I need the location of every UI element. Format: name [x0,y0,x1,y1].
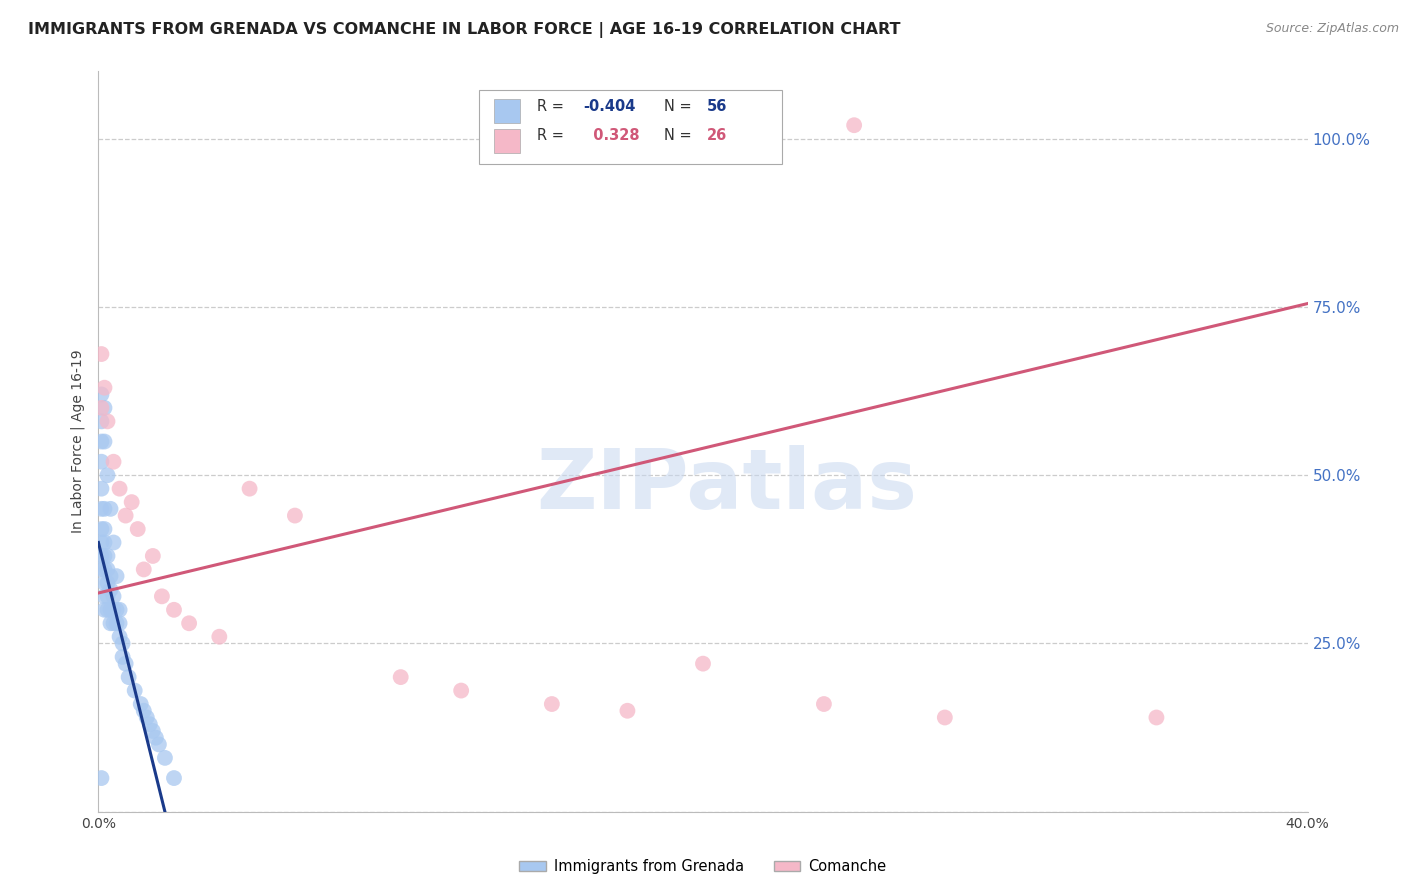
Point [813,697,835,711]
Point [139,717,162,731]
Point [124,683,146,698]
Point [96,414,118,428]
Point [90,535,112,549]
Point [111,636,134,650]
Point [108,630,131,644]
Point [93,535,115,549]
Point [129,697,152,711]
Point [142,723,165,738]
Text: R =: R = [537,128,569,144]
Point [108,482,131,496]
Point [93,434,115,449]
Point [103,616,125,631]
Point [150,590,173,604]
Point [450,683,472,698]
Point [100,501,122,516]
Point [93,522,115,536]
Point [90,522,112,536]
Point [103,535,125,549]
Point [114,508,136,523]
Point [108,616,131,631]
Point [96,562,118,576]
FancyBboxPatch shape [479,90,782,164]
Point [96,468,118,483]
Point [93,590,115,604]
Point [96,590,118,604]
Point [179,616,201,631]
Point [103,603,125,617]
Point [90,434,112,449]
Point [1144,710,1167,724]
Point [90,414,112,428]
Point [121,495,143,509]
Point [105,603,128,617]
Point [114,657,136,671]
Text: ZIPatlas: ZIPatlas [537,445,918,526]
Point [90,549,112,563]
Point [540,697,562,711]
Point [100,603,122,617]
Point [100,616,122,631]
Point [208,630,231,644]
Point [692,657,714,671]
Point [90,771,112,785]
Point [111,649,134,664]
Text: R =: R = [537,99,569,113]
Point [142,549,165,563]
Text: 26: 26 [707,128,727,144]
FancyBboxPatch shape [494,129,520,153]
Point [93,401,115,415]
Point [90,401,112,415]
Point [284,508,307,523]
Point [103,455,125,469]
Y-axis label: In Labor Force | Age 16-19: In Labor Force | Age 16-19 [70,350,86,533]
Point [103,590,125,604]
Point [96,575,118,590]
Text: IMMIGRANTS FROM GRENADA VS COMANCHE IN LABOR FORCE | AGE 16-19 CORRELATION CHART: IMMIGRANTS FROM GRENADA VS COMANCHE IN L… [28,22,901,38]
Point [96,603,118,617]
Point [105,569,128,583]
Point [118,670,141,684]
Point [96,549,118,563]
Point [93,603,115,617]
Point [127,522,149,536]
Text: N =: N = [664,99,696,113]
Point [153,751,176,765]
Point [616,704,638,718]
Text: 0.328: 0.328 [583,128,640,144]
Point [148,738,170,752]
Point [93,562,115,576]
Point [844,118,866,132]
Point [100,582,122,597]
Point [108,603,131,617]
Point [90,387,112,401]
Point [135,710,157,724]
Point [93,501,115,516]
Point [90,482,112,496]
Point [93,549,115,563]
Point [934,710,956,724]
Point [105,616,128,631]
Point [163,771,186,785]
Point [145,731,167,745]
Point [90,455,112,469]
Point [90,501,112,516]
Text: Source: ZipAtlas.com: Source: ZipAtlas.com [1265,22,1399,36]
Text: -0.404: -0.404 [583,99,636,113]
Point [90,347,112,361]
Point [90,562,112,576]
Point [93,381,115,395]
Point [93,575,115,590]
Point [100,569,122,583]
Point [132,704,155,718]
Point [239,482,262,496]
Legend: Immigrants from Grenada, Comanche: Immigrants from Grenada, Comanche [513,854,893,880]
Point [389,670,412,684]
Point [132,562,155,576]
Text: 56: 56 [707,99,727,113]
FancyBboxPatch shape [494,100,520,123]
Point [163,603,186,617]
Text: N =: N = [664,128,696,144]
